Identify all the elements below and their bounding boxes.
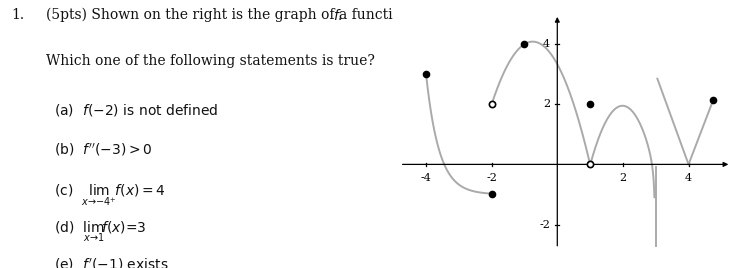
- Text: 2: 2: [619, 173, 626, 183]
- Text: (a)  $f(-2)$ is not defined: (a) $f(-2)$ is not defined: [54, 102, 218, 118]
- Text: (5pts) Shown on the right is the graph of a function: (5pts) Shown on the right is the graph o…: [46, 8, 414, 23]
- Text: -2: -2: [486, 173, 497, 183]
- Text: $f$.: $f$.: [333, 8, 343, 23]
- Text: (b)  $f''(-3) > 0$: (b) $f''(-3) > 0$: [54, 142, 152, 158]
- Text: -4: -4: [421, 173, 431, 183]
- Text: (e)  $f'(-1)$ exists: (e) $f'(-1)$ exists: [54, 257, 169, 268]
- Text: 4: 4: [543, 39, 550, 49]
- Text: Which one of the following statements is true?: Which one of the following statements is…: [46, 54, 375, 68]
- Text: (c)  $\lim_{x \to -4^+}\!f(x) = 4$: (c) $\lim_{x \to -4^+}\!f(x) = 4$: [54, 182, 166, 208]
- Text: (d)  $\lim_{x \to 1}\!f(x) = 3$: (d) $\lim_{x \to 1}\!f(x) = 3$: [54, 220, 147, 244]
- Text: -2: -2: [539, 219, 550, 229]
- Text: 4: 4: [685, 173, 692, 183]
- Text: 1.: 1.: [11, 8, 25, 22]
- Text: 2: 2: [543, 99, 550, 109]
